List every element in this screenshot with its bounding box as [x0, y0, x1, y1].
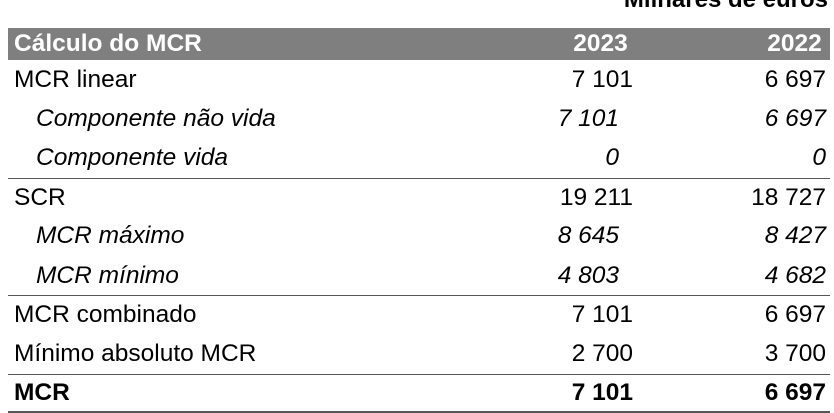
row-label: Componente não vida: [36, 104, 276, 132]
table-row-mcr-minimo: MCR mínimo 4 803 4 682: [8, 256, 830, 295]
row-value-2023: 19 211: [559, 183, 633, 211]
row-value-2022: 8 427: [764, 222, 826, 250]
table-row-mcr-total: MCR 7 101 6 697: [8, 373, 830, 413]
table-row-componente-nao-vida: Componente não vida 7 101 6 697: [8, 99, 830, 138]
table-row-componente-vida: Componente vida 0 0: [8, 138, 830, 177]
row-value-2023: 2 700: [571, 339, 633, 367]
row-label: Mínimo absoluto MCR: [14, 339, 257, 367]
row-value-2022: 6 697: [764, 65, 826, 93]
row-value-2022: 18 727: [751, 183, 826, 211]
row-value-2022: 0: [812, 143, 826, 171]
header-label: Cálculo do MCR: [14, 30, 202, 57]
row-value-2023: 7 101: [557, 104, 619, 132]
table-row-scr: SCR 19 211 18 727: [8, 177, 830, 217]
table-row-mcr-combinado: MCR combinado 7 101 6 697: [8, 295, 830, 334]
row-value-2022: 6 697: [764, 378, 826, 406]
table-row-minimo-absoluto: Mínimo absoluto MCR 2 700 3 700: [8, 334, 830, 373]
row-value-2023: 7 101: [571, 378, 633, 406]
row-label: Componente vida: [36, 143, 229, 171]
row-value-2022: 4 682: [764, 261, 826, 289]
mcr-table: Cálculo do MCR 2023 2022 MCR linear 7 10…: [8, 28, 830, 413]
row-label: MCR: [14, 378, 70, 406]
row-label: SCR: [14, 183, 66, 211]
row-value-2022: 3 700: [764, 339, 826, 367]
header-year-2022: 2022: [767, 30, 822, 57]
row-label: MCR mínimo: [36, 261, 179, 289]
header-year-2023: 2023: [573, 30, 628, 57]
row-value-2023: 7 101: [571, 301, 633, 329]
row-label: MCR linear: [14, 65, 137, 93]
row-value-2023: 4 803: [557, 261, 619, 289]
row-value-2023: 8 645: [557, 222, 619, 250]
row-value-2022: 6 697: [764, 104, 826, 132]
row-value-2023: 7 101: [571, 65, 633, 93]
table-header: Cálculo do MCR 2023 2022: [8, 28, 830, 60]
unit-note: Milhares de euros: [624, 0, 828, 14]
row-label: MCR combinado: [14, 301, 197, 329]
table-row-mcr-linear: MCR linear 7 101 6 697: [8, 60, 830, 99]
table-row-mcr-maximo: MCR máximo 8 645 8 427: [8, 217, 830, 256]
row-label: MCR máximo: [36, 222, 185, 250]
row-value-2023: 0: [605, 143, 619, 171]
row-value-2022: 6 697: [764, 301, 826, 329]
